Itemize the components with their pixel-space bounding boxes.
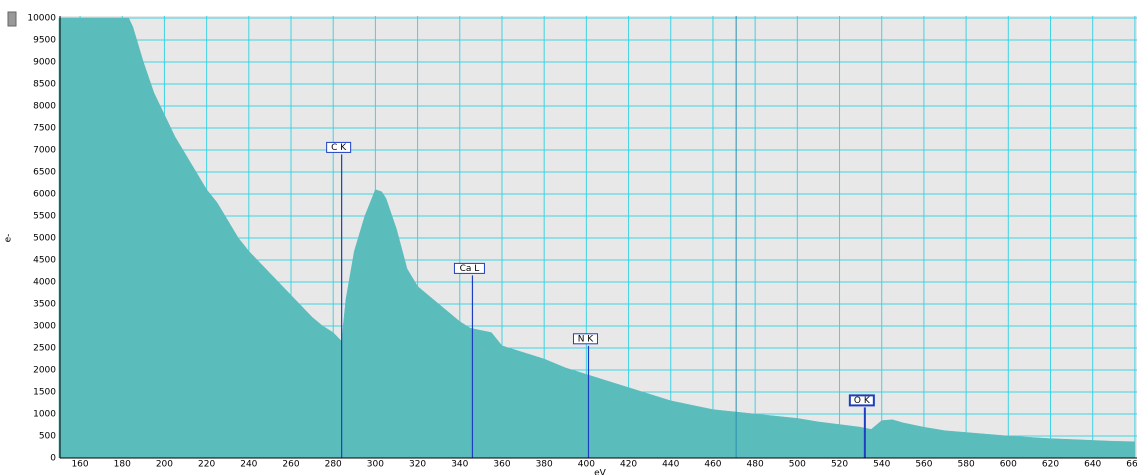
y-tick-label: 10000 bbox=[27, 14, 56, 24]
y-tick-label: 500 bbox=[39, 432, 56, 442]
y-tick-label: 7500 bbox=[33, 124, 56, 134]
y-tick-label: 4500 bbox=[33, 256, 56, 266]
x-tick-label: 380 bbox=[536, 460, 553, 470]
y-tick-label: 1000 bbox=[33, 410, 56, 420]
x-tick-label: 240 bbox=[240, 460, 257, 470]
marker-label: N K bbox=[578, 334, 595, 344]
y-tick-label: 3000 bbox=[33, 322, 56, 332]
marker-label-box bbox=[848, 394, 875, 407]
marker-label: C K bbox=[331, 143, 347, 153]
y-axis-label: e- bbox=[4, 234, 14, 243]
marker-label-box bbox=[326, 141, 352, 153]
x-tick-label: 160 bbox=[71, 460, 88, 470]
x-tick-label: 480 bbox=[747, 460, 764, 470]
y-tick-label: 6000 bbox=[33, 190, 56, 200]
y-tick-label: 5000 bbox=[33, 234, 56, 244]
y-tick-label: 9500 bbox=[33, 36, 56, 46]
x-tick-label: 400 bbox=[578, 460, 595, 470]
marker-label: O K bbox=[854, 396, 871, 406]
x-tick-label: 580 bbox=[958, 460, 975, 470]
y-tick-label: 2500 bbox=[33, 344, 56, 354]
x-tick-label: 280 bbox=[325, 460, 342, 470]
x-tick-label: 320 bbox=[409, 460, 426, 470]
x-tick-label: 520 bbox=[831, 460, 848, 470]
y-tick-label: 3500 bbox=[33, 300, 56, 310]
x-tick-label: 460 bbox=[704, 460, 721, 470]
x-tick-label: 620 bbox=[1042, 460, 1059, 470]
x-tick-label: 560 bbox=[915, 460, 932, 470]
spectrum-area bbox=[58, 17, 1136, 459]
y-tick-label: 2000 bbox=[33, 366, 56, 376]
panel-handle bbox=[7, 11, 17, 27]
y-tick-label: 0 bbox=[50, 454, 56, 464]
y-tick-label: 9000 bbox=[33, 58, 56, 68]
y-tick-label: 8500 bbox=[33, 80, 56, 90]
y-tick-label: 1500 bbox=[33, 388, 56, 398]
x-tick-label: 340 bbox=[451, 460, 468, 470]
x-tick-label: 200 bbox=[156, 460, 173, 470]
x-tick-label: 220 bbox=[198, 460, 215, 470]
y-tick-label: 4000 bbox=[33, 278, 56, 288]
marker-label-box bbox=[453, 262, 485, 274]
x-tick-label: 640 bbox=[1084, 460, 1101, 470]
x-tick-label: 300 bbox=[367, 460, 384, 470]
x-axis-label: eV bbox=[594, 469, 607, 475]
y-tick-label: 5500 bbox=[33, 212, 56, 222]
x-tick-label: 260 bbox=[282, 460, 299, 470]
x-tick-label: 180 bbox=[114, 460, 131, 470]
x-tick-label: 360 bbox=[493, 460, 510, 470]
y-tick-label: 6500 bbox=[33, 168, 56, 178]
x-tick-label: 540 bbox=[873, 460, 890, 470]
marker-label-box bbox=[572, 333, 598, 345]
x-tick-label: 600 bbox=[1000, 460, 1017, 470]
x-tick-label: 440 bbox=[662, 460, 679, 470]
x-tick-label: 660 bbox=[1126, 460, 1137, 470]
y-tick-label: 8000 bbox=[33, 102, 56, 112]
x-tick-label: 500 bbox=[789, 460, 806, 470]
marker-label: Ca L bbox=[460, 264, 480, 274]
x-tick-label: 420 bbox=[620, 460, 637, 470]
y-tick-label: 7000 bbox=[33, 146, 56, 156]
